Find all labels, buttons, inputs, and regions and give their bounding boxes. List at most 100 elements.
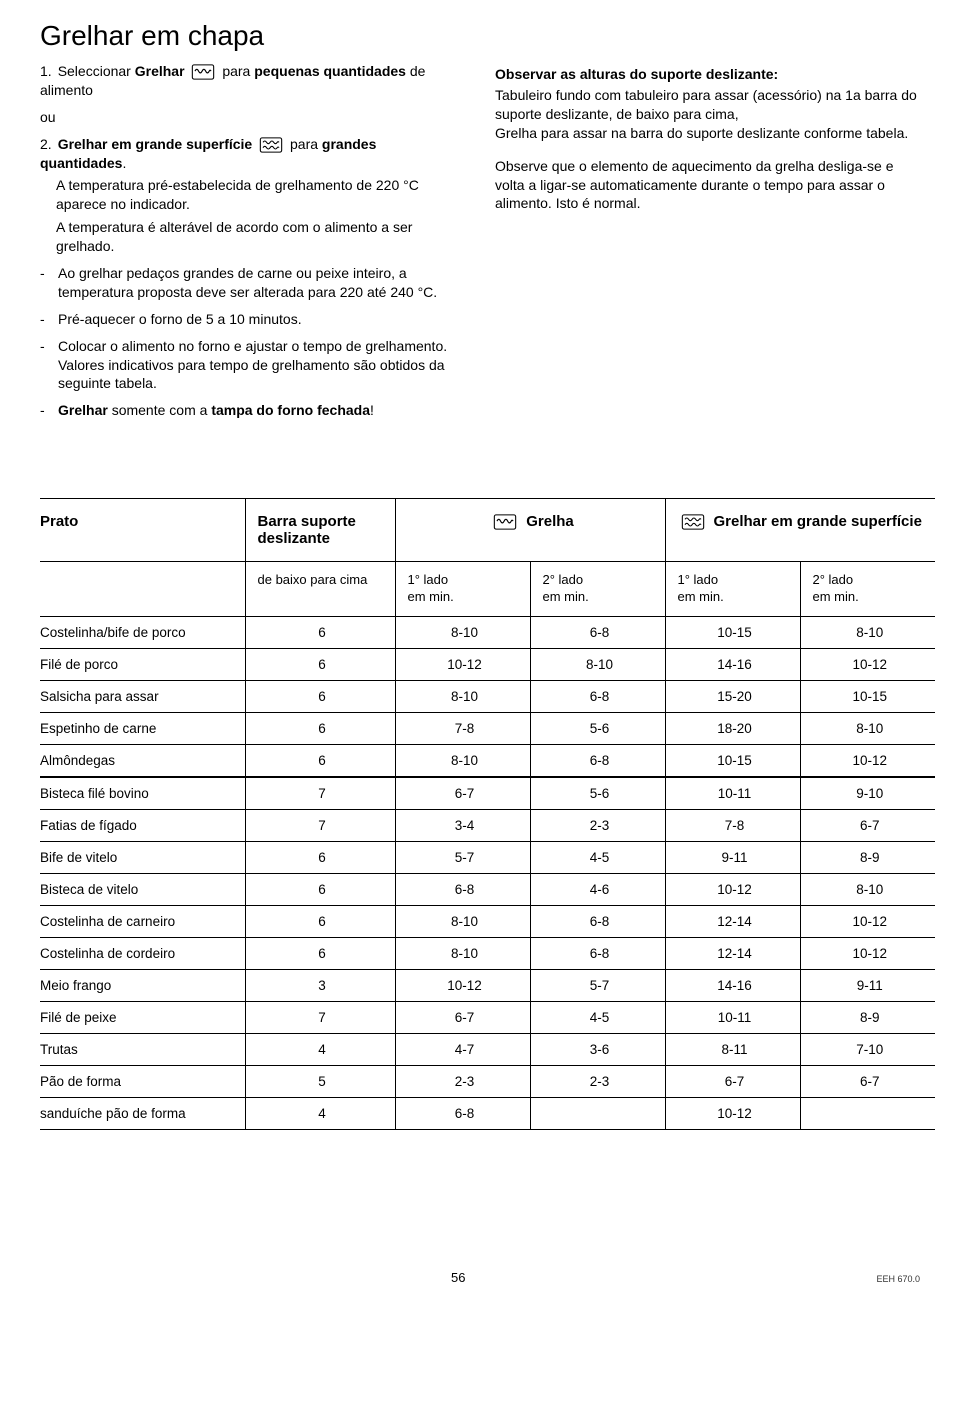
bullet-4: -Grelhar somente com a tampa do forno fe… xyxy=(40,401,465,420)
table-row: Bisteca filé bovino76-75-610-119-10 xyxy=(40,777,935,810)
dish-name: Bisteca de vitelo xyxy=(40,874,245,906)
table-cell: 10-12 xyxy=(395,649,530,681)
dish-name: Salsicha para assar xyxy=(40,681,245,713)
table-cell: 6-7 xyxy=(800,810,935,842)
table-row: Filé de peixe76-74-510-118-9 xyxy=(40,1002,935,1034)
dish-name: Bisteca filé bovino xyxy=(40,777,245,810)
table-cell xyxy=(530,1098,665,1130)
table-cell: 6-8 xyxy=(530,745,665,778)
left-column: 1.Seleccionar Grelhar para pequenas quan… xyxy=(40,62,465,428)
table-cell: 8-10 xyxy=(800,713,935,745)
table-cell: 2-3 xyxy=(530,810,665,842)
dish-name: Costelinha/bife de porco xyxy=(40,617,245,649)
doc-ref: EEH 670.0 xyxy=(876,1274,920,1284)
dish-name: sanduíche pão de forma xyxy=(40,1098,245,1130)
dish-name: Filé de peixe xyxy=(40,1002,245,1034)
table-cell: 10-12 xyxy=(395,970,530,1002)
page-title: Grelhar em chapa xyxy=(40,20,920,52)
table-cell: 4-5 xyxy=(530,842,665,874)
text: Grelha xyxy=(526,513,574,530)
table-row: Pão de forma52-32-36-76-7 xyxy=(40,1066,935,1098)
sub-2lado-b: 2° ladoem min. xyxy=(800,562,935,617)
table-row: Espetinho de carne67-85-618-208-10 xyxy=(40,713,935,745)
table-cell: 8-9 xyxy=(800,842,935,874)
text: Grelha para assar na barra do suporte de… xyxy=(495,125,908,141)
table-cell: 10-12 xyxy=(800,906,935,938)
table-cell: 10-15 xyxy=(800,681,935,713)
th-grande: Grelhar em grande superfície xyxy=(665,499,935,562)
table-cell: 6 xyxy=(245,681,395,713)
text: Seleccionar xyxy=(58,63,135,79)
table-cell: 7 xyxy=(245,810,395,842)
table-cell: 4 xyxy=(245,1098,395,1130)
table-cell: 10-12 xyxy=(665,874,800,906)
table-cell: 9-11 xyxy=(800,970,935,1002)
text: Grelhar em grande superfície xyxy=(714,513,922,530)
table-cell: 12-14 xyxy=(665,938,800,970)
table-cell xyxy=(800,1098,935,1130)
table-cell: 10-12 xyxy=(800,938,935,970)
table-cell: 14-16 xyxy=(665,649,800,681)
sub-baixo: de baixo para cima xyxy=(245,562,395,617)
dish-name: Filé de porco xyxy=(40,649,245,681)
table-cell: 7 xyxy=(245,777,395,810)
table-cell: 4-6 xyxy=(530,874,665,906)
text: Tabuleiro fundo com tabuleiro para assar… xyxy=(495,87,917,122)
table-row: sanduíche pão de forma46-8 10-12 xyxy=(40,1098,935,1130)
table-cell: 10-11 xyxy=(665,1002,800,1034)
dish-name: Espetinho de carne xyxy=(40,713,245,745)
table-row: Meio frango310-125-714-169-11 xyxy=(40,970,935,1002)
intro-columns: 1.Seleccionar Grelhar para pequenas quan… xyxy=(40,62,920,428)
table-cell: 6-8 xyxy=(530,617,665,649)
dish-name: Pão de forma xyxy=(40,1066,245,1098)
table-cell: 6-8 xyxy=(395,1098,530,1130)
text: Colocar o alimento no forno e ajustar o … xyxy=(58,337,465,394)
table-cell: 10-12 xyxy=(665,1098,800,1130)
table-row: Fatias de fígado73-42-37-86-7 xyxy=(40,810,935,842)
text: Grelhar em grande superfície xyxy=(58,136,253,152)
table-row: Trutas44-73-68-117-10 xyxy=(40,1034,935,1066)
obs-heading: Observar as alturas do suporte deslizant… xyxy=(495,66,920,82)
text: somente com a xyxy=(108,402,212,418)
sub-1lado-a: 1° ladoem min. xyxy=(395,562,530,617)
table-cell: 6-8 xyxy=(395,874,530,906)
dish-name: Costelinha de carneiro xyxy=(40,906,245,938)
table-row: Costelinha de carneiro68-106-812-1410-12 xyxy=(40,906,935,938)
table-cell: 7-8 xyxy=(665,810,800,842)
sub-2lado-a: 2° ladoem min. xyxy=(530,562,665,617)
table-cell: 6 xyxy=(245,745,395,778)
th-prato: Prato xyxy=(40,499,245,562)
table-cell: 6-7 xyxy=(800,1066,935,1098)
grill-large-icon xyxy=(259,137,283,153)
table-cell: 8-10 xyxy=(395,745,530,778)
table-cell: 5-7 xyxy=(395,842,530,874)
table-cell: 6-7 xyxy=(395,777,530,810)
table-cell: 4-7 xyxy=(395,1034,530,1066)
table-cell: 6 xyxy=(245,874,395,906)
page-footer: 56 EEH 670.0 xyxy=(40,1270,920,1285)
right-column: Observar as alturas do suporte deslizant… xyxy=(495,62,920,428)
sub-empty xyxy=(40,562,245,617)
table-cell: 8-9 xyxy=(800,1002,935,1034)
grill-small-icon xyxy=(191,64,215,80)
dish-name: Bife de vitelo xyxy=(40,842,245,874)
text: Grelhar xyxy=(135,63,185,79)
text: . xyxy=(122,155,126,171)
table-row: Costelinha de cordeiro68-106-812-1410-12 xyxy=(40,938,935,970)
table-cell: 10-11 xyxy=(665,777,800,810)
bullet-1: -Ao grelhar pedaços grandes de carne ou … xyxy=(40,264,465,302)
table-cell: 6 xyxy=(245,617,395,649)
text: para xyxy=(286,136,322,152)
grill-table: Prato Barra suportedeslizante Grelha Gre… xyxy=(40,498,935,1130)
table-cell: 8-10 xyxy=(395,938,530,970)
table-cell: 8-10 xyxy=(395,681,530,713)
table-cell: 4-5 xyxy=(530,1002,665,1034)
table-cell: 8-10 xyxy=(800,874,935,906)
table-cell: 15-20 xyxy=(665,681,800,713)
table-cell: 18-20 xyxy=(665,713,800,745)
text: A temperatura é alterável de acordo com … xyxy=(56,218,465,256)
table-row: Filé de porco610-128-1014-1610-12 xyxy=(40,649,935,681)
table-cell: 6-7 xyxy=(665,1066,800,1098)
step-1: 1.Seleccionar Grelhar para pequenas quan… xyxy=(40,62,465,100)
table-cell: 9-11 xyxy=(665,842,800,874)
